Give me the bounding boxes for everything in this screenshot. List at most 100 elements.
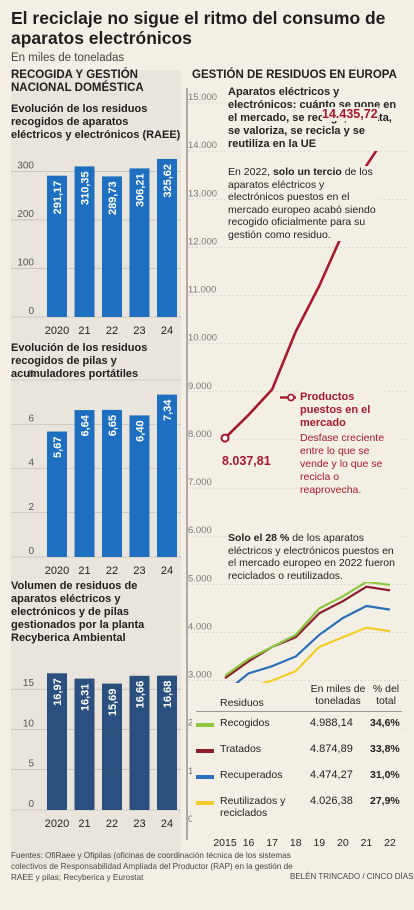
bar-xtick-label: 21 bbox=[78, 565, 90, 577]
line-xtick-label: 18 bbox=[290, 837, 302, 849]
table-head-pct: % del total bbox=[372, 683, 400, 707]
chart3-title: Volumen de residuos de aparatos eléctric… bbox=[11, 580, 145, 644]
gap-note: Desfase creciente entre lo que se vende … bbox=[300, 432, 400, 497]
bar-xtick-label: 23 bbox=[133, 325, 145, 337]
line-ytick-label: 11.000 bbox=[188, 285, 216, 296]
bar-value-label: 16,97 bbox=[52, 678, 64, 706]
table-head-tons: En miles de toneladas bbox=[310, 683, 366, 707]
bar-xtick-label: 24 bbox=[161, 325, 173, 337]
line-xtick-label: 17 bbox=[266, 837, 278, 849]
chart1-title: Evolución de los residuos recogidos de a… bbox=[11, 103, 181, 141]
table-cell-value: 4.026,38 bbox=[310, 795, 353, 807]
table-cell-value: 4.988,14 bbox=[310, 717, 353, 729]
bar-value-label: 6,65 bbox=[107, 415, 119, 436]
waste-table: Residuos En miles de toneladas % del tot… bbox=[192, 683, 402, 835]
legend-market-marker bbox=[287, 393, 295, 402]
bar-chart-raee: 0 100 200 300 291,17 2020 310,35 21 289,73 22 306,… bbox=[11, 158, 181, 337]
bar-ytick-label: 2 bbox=[28, 502, 34, 513]
table-cell-pct: 34,6% bbox=[370, 717, 400, 729]
note-third-pre: En 2022, bbox=[228, 166, 273, 178]
line-series-1 bbox=[224, 580, 391, 677]
note-28-bold: Solo el 28 % bbox=[228, 532, 290, 544]
legend-swatch bbox=[196, 749, 214, 753]
table-cell-label: Recogidos bbox=[220, 717, 270, 729]
line-ytick-label: 9.000 bbox=[188, 381, 212, 392]
bar-xtick-label: 22 bbox=[106, 325, 118, 337]
bar-mark bbox=[47, 431, 67, 557]
bar-xtick-label: 23 bbox=[133, 565, 145, 577]
bar-mark bbox=[129, 675, 150, 810]
line-xtick-label: 20 bbox=[337, 837, 349, 849]
bar-chart-recyberica: 0 5 10 15 16,97 2020 16,31 21 15,69 22 16,66 23 16,6… bbox=[11, 673, 181, 830]
table-cell-pct: 31,0% bbox=[370, 769, 400, 781]
line-ytick-label: 6.000 bbox=[188, 525, 212, 536]
note-28-rest: de los aparatos eléctricos y electrónico… bbox=[228, 532, 395, 582]
line-xtick-label: 16 bbox=[243, 837, 255, 849]
note-28: Solo el 28 % de los aparatos eléctricos … bbox=[228, 532, 398, 582]
credit: BELÉN TRINCADO / CINCO DÍAS bbox=[290, 872, 414, 881]
bar-xtick-label: 22 bbox=[106, 565, 118, 577]
line-ytick-label: 14.000 bbox=[188, 140, 217, 151]
bar-xtick-label: 2020 bbox=[45, 818, 69, 830]
table-head-waste: Residuos bbox=[220, 697, 264, 709]
bar-value-label: 15,69 bbox=[107, 689, 119, 717]
bar-ytick-label: 0 bbox=[28, 306, 34, 317]
bar-ytick-label: 300 bbox=[17, 160, 34, 171]
bar-value-label: 310,35 bbox=[80, 171, 92, 205]
bar-xtick-label: 24 bbox=[161, 818, 173, 830]
table-cell-value: 4.474,27 bbox=[310, 769, 353, 781]
bar-xtick-label: 24 bbox=[161, 565, 173, 577]
note-third-post: de los aparatos eléctricos y electrónico… bbox=[228, 166, 376, 241]
line-series-3 bbox=[224, 604, 391, 694]
series-label-market: Productos puestos en el mercado bbox=[300, 391, 380, 430]
bar-mark bbox=[74, 410, 95, 557]
table-cell-pct: 27,9% bbox=[370, 795, 400, 807]
bar-mark bbox=[47, 673, 67, 810]
line-ytick-label: 10.000 bbox=[188, 333, 217, 344]
legend-swatch bbox=[196, 723, 214, 727]
bar-xtick-label: 2020 bbox=[45, 325, 69, 337]
bar-mark bbox=[129, 168, 150, 317]
line-ytick-label: 5.000 bbox=[188, 573, 212, 584]
note-third-bold: solo un tercio bbox=[272, 166, 342, 178]
bar-mark bbox=[74, 678, 95, 810]
bar-ytick-label: 10 bbox=[23, 718, 35, 729]
bar-mark bbox=[74, 166, 95, 317]
table-row: Recogidos 4.988,14 34,6% bbox=[192, 717, 402, 743]
bar-mark bbox=[47, 175, 67, 317]
bar-value-label: 6,40 bbox=[135, 420, 147, 441]
line-xtick-label: 22 bbox=[384, 837, 396, 849]
line-chart-title: Aparatos eléctricos y electrónicos: cuán… bbox=[228, 86, 406, 151]
bar-ytick-label: 0 bbox=[28, 799, 34, 810]
bar-xtick-label: 23 bbox=[133, 818, 145, 830]
bar-ytick-label: 8 bbox=[28, 369, 34, 380]
bar-value-label: 16,66 bbox=[135, 681, 147, 709]
bar-ytick-label: 100 bbox=[17, 257, 34, 268]
line-ytick-label: 12.000 bbox=[188, 236, 217, 247]
bar-value-label: 16,31 bbox=[80, 684, 92, 712]
note-third: En 2022, solo un tercio de los aparatos … bbox=[228, 166, 380, 241]
bar-xtick-label: 22 bbox=[106, 818, 118, 830]
table-cell-label: Reutilizados y reciclados bbox=[220, 795, 286, 819]
bar-value-label: 306,21 bbox=[135, 173, 147, 207]
right-section-title: GESTIÓN DE RESIDUOS EN EUROPA bbox=[192, 69, 397, 81]
bar-ytick-label: 15 bbox=[23, 678, 35, 689]
bar-ytick-label: 200 bbox=[17, 209, 34, 220]
legend-swatch bbox=[196, 801, 214, 805]
bar-value-label: 289,73 bbox=[107, 181, 119, 215]
bar-xtick-label: 21 bbox=[78, 818, 90, 830]
bar-ytick-label: 4 bbox=[28, 458, 34, 469]
bar-mark bbox=[157, 394, 177, 557]
bar-value-label: 291,17 bbox=[52, 181, 64, 215]
page-title: El reciclaje no sigue el ritmo del consu… bbox=[11, 8, 386, 48]
table-cell-pct: 33,8% bbox=[370, 743, 400, 755]
line-xtick-label: 2015 bbox=[213, 837, 237, 849]
line-xtick-label: 19 bbox=[313, 837, 325, 849]
table-head-rule bbox=[196, 711, 402, 712]
chart2-title: Evolución de los residuos recogidos de p… bbox=[11, 342, 148, 380]
line-series-2 bbox=[224, 585, 391, 680]
bar-value-label: 7,34 bbox=[162, 399, 174, 421]
bar-mark bbox=[129, 415, 150, 557]
